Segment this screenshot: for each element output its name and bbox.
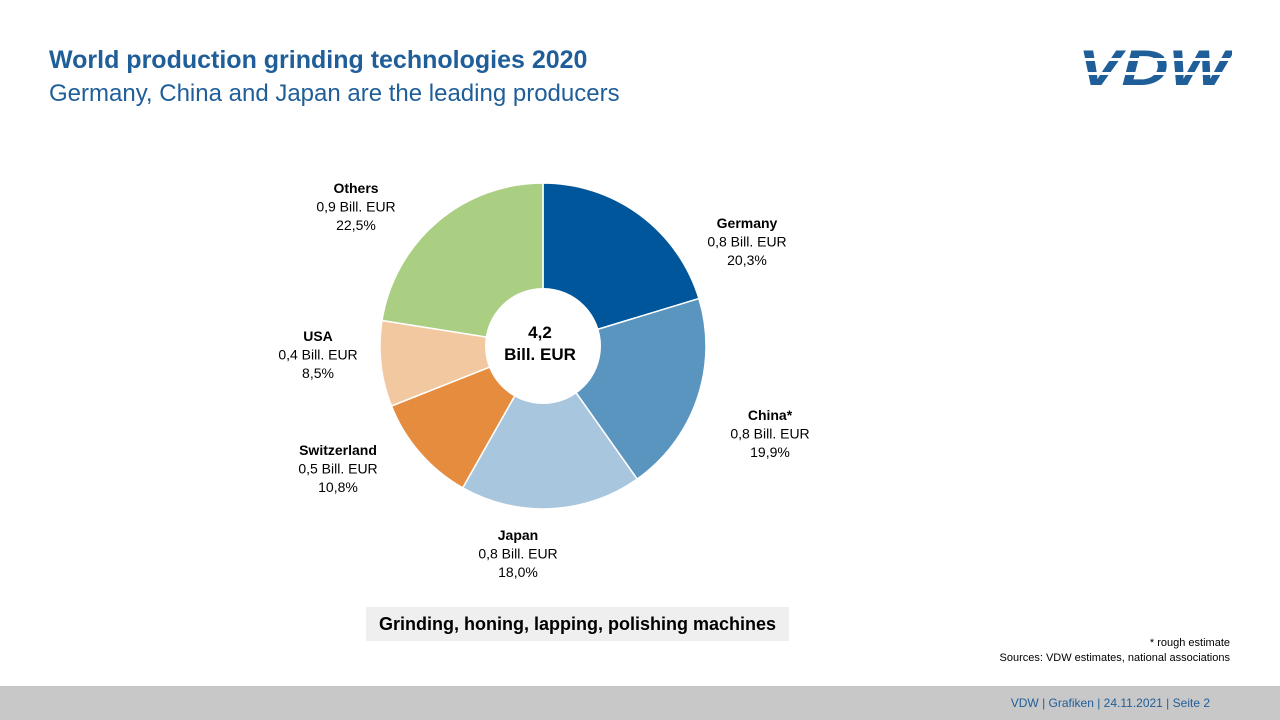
footer-text: VDW | Grafiken | 24.11.2021 | Seite 2 — [1010, 696, 1210, 710]
donut-hole — [485, 288, 601, 404]
label-percent-japan: 18,0% — [498, 564, 538, 580]
label-name-china: China* — [748, 407, 793, 423]
footer-bar: VDW | Grafiken | 24.11.2021 | Seite 2 — [0, 686, 1280, 720]
label-amount-usa: 0,4 Bill. EUR — [278, 347, 357, 363]
label-percent-china: 19,9% — [750, 444, 790, 460]
label-amount-japan: 0,8 Bill. EUR — [478, 546, 557, 562]
page-title: World production grinding technologies 2… — [49, 46, 588, 74]
vdw-logo-text: VDW — [1078, 45, 1232, 89]
label-percent-germany: 20,3% — [727, 252, 767, 268]
center-total-unit: Bill. EUR — [504, 345, 576, 364]
footnotes: * rough estimate Sources: VDW estimates,… — [1000, 636, 1231, 666]
label-percent-others: 22,5% — [336, 217, 376, 233]
label-amount-china: 0,8 Bill. EUR — [730, 426, 809, 442]
label-name-others: Others — [333, 180, 378, 196]
chart-caption: Grinding, honing, lapping, polishing mac… — [366, 607, 789, 641]
vdw-logo: VDW — [1076, 45, 1232, 89]
label-name-germany: Germany — [717, 215, 778, 231]
footnote-sources: Sources: VDW estimates, national associa… — [999, 652, 1231, 664]
label-name-japan: Japan — [498, 527, 538, 543]
label-percent-usa: 8,5% — [302, 365, 334, 381]
label-percent-switzerland: 10,8% — [318, 479, 358, 495]
label-amount-others: 0,9 Bill. EUR — [316, 199, 395, 215]
label-amount-switzerland: 0,5 Bill. EUR — [298, 461, 377, 477]
label-name-usa: USA — [303, 328, 333, 344]
label-amount-germany: 0,8 Bill. EUR — [707, 234, 786, 250]
footnote-estimate: * rough estimate — [1149, 637, 1230, 649]
label-name-switzerland: Switzerland — [299, 442, 377, 458]
center-total-value: 4,2 — [528, 323, 552, 342]
page-subtitle: Germany, China and Japan are the leading… — [49, 80, 620, 107]
slice-japan — [461, 344, 639, 510]
